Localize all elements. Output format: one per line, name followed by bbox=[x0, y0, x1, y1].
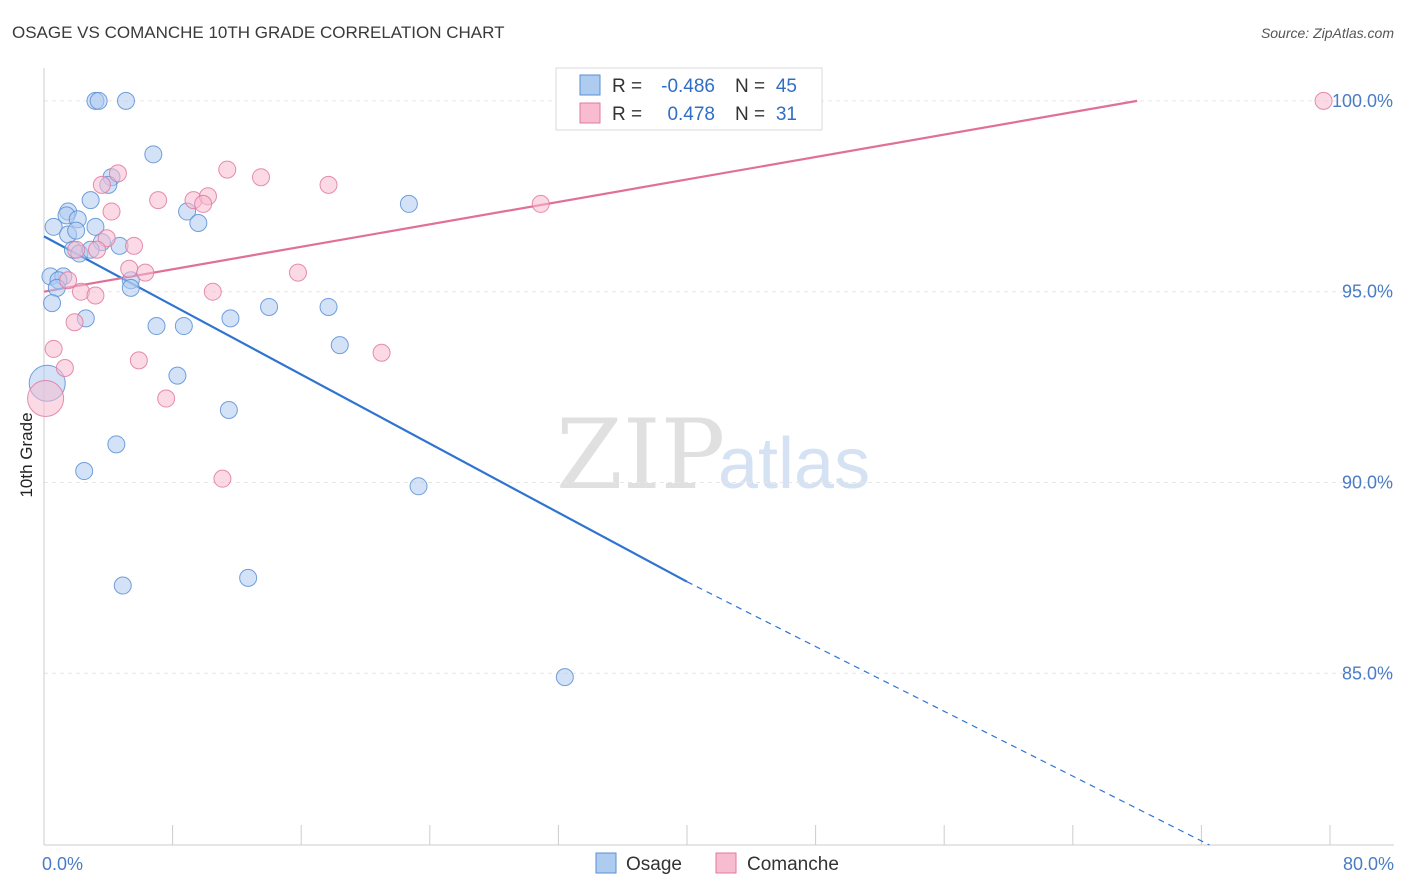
series-legend-swatch-osage bbox=[595, 852, 617, 874]
x-tick-label-0: 0.0% bbox=[42, 854, 83, 874]
zipatlas-watermark: ZIP atlas bbox=[556, 399, 870, 511]
point-comanche-2 bbox=[218, 160, 237, 179]
point-comanche-22 bbox=[203, 282, 222, 301]
x-tick-label-1: 80.0% bbox=[1343, 854, 1394, 874]
point-comanche-15 bbox=[88, 240, 107, 259]
legend-r-label-osage: R = bbox=[612, 76, 642, 97]
legend-r-label-comanche: R = bbox=[612, 104, 642, 125]
tick-labels: 100.0% 95.0% 90.0% 85.0% 0.0% 80.0% bbox=[42, 91, 1394, 874]
point-osage-11 bbox=[44, 217, 63, 236]
trend-lines bbox=[43, 99, 1210, 846]
legend-n-value-comanche: 31 bbox=[776, 104, 797, 125]
point-comanche-3 bbox=[108, 164, 127, 183]
chart-title: OSAGE VS COMANCHE 10TH GRADE CORRELATION… bbox=[12, 23, 504, 42]
point-osage-3 bbox=[144, 145, 163, 164]
y-tick-label-0: 100.0% bbox=[1332, 91, 1393, 111]
point-osage-39 bbox=[107, 435, 126, 454]
correlation-legend: R = -0.486 N = 45 R = 0.478 N = 31 bbox=[555, 67, 823, 131]
point-comanche-7 bbox=[149, 191, 168, 210]
y-axis-label: 10th Grade bbox=[17, 412, 36, 497]
point-comanche-20 bbox=[59, 271, 78, 290]
point-osage-41 bbox=[409, 477, 428, 496]
point-osage-15 bbox=[67, 221, 86, 240]
chart-source: Source: ZipAtlas.com bbox=[1261, 25, 1394, 41]
legend-n-label-comanche: N = bbox=[735, 104, 765, 125]
legend-swatch-osage bbox=[579, 74, 601, 96]
point-comanche-23 bbox=[86, 286, 105, 305]
point-osage-33 bbox=[147, 317, 166, 336]
watermark-zip: ZIP bbox=[556, 399, 725, 511]
series-legend-label-comanche: Comanche bbox=[747, 854, 839, 875]
point-comanche-31 bbox=[213, 469, 232, 488]
point-comanche-18 bbox=[136, 263, 155, 282]
legend-n-label-osage: N = bbox=[735, 76, 765, 97]
point-comanche-14 bbox=[125, 236, 144, 255]
point-osage-1 bbox=[89, 91, 108, 110]
series-legend: Osage Comanche bbox=[595, 852, 839, 875]
point-comanche-12 bbox=[102, 202, 121, 221]
point-comanche-17 bbox=[120, 259, 139, 278]
watermark-atlas: atlas bbox=[718, 424, 870, 504]
point-osage-43 bbox=[113, 576, 132, 595]
point-osage-30 bbox=[319, 297, 338, 316]
legend-r-value-comanche: 0.478 bbox=[667, 104, 715, 125]
point-osage-32 bbox=[221, 309, 240, 328]
point-osage-34 bbox=[174, 317, 193, 336]
point-comanche-26 bbox=[372, 343, 391, 362]
point-comanche-27 bbox=[129, 351, 148, 370]
point-comanche-28 bbox=[55, 359, 74, 378]
point-comanche-11 bbox=[531, 194, 550, 213]
data-points bbox=[27, 91, 1333, 687]
point-comanche-29 bbox=[157, 389, 176, 408]
grid-lines bbox=[44, 100, 1394, 674]
trend-line-extension-osage bbox=[686, 581, 1210, 846]
point-osage-2 bbox=[116, 91, 135, 110]
axes bbox=[43, 68, 1394, 846]
point-osage-40 bbox=[75, 462, 94, 481]
point-osage-44 bbox=[555, 668, 574, 687]
point-osage-13 bbox=[86, 217, 105, 236]
point-osage-6 bbox=[81, 191, 100, 210]
y-tick-label-2: 90.0% bbox=[1342, 472, 1393, 492]
point-comanche-19 bbox=[288, 263, 307, 282]
point-comanche-6 bbox=[319, 175, 338, 194]
legend-r-value-osage: -0.486 bbox=[661, 76, 715, 97]
point-osage-28 bbox=[43, 294, 62, 313]
trend-line-osage bbox=[43, 235, 688, 583]
legend-swatch-comanche bbox=[579, 102, 601, 124]
point-comanche-1 bbox=[1314, 91, 1333, 110]
point-comanche-30 bbox=[27, 380, 65, 418]
point-osage-16 bbox=[189, 214, 208, 233]
point-comanche-16 bbox=[67, 240, 86, 259]
point-osage-36 bbox=[168, 366, 187, 385]
trend-line-comanche bbox=[43, 99, 1138, 293]
point-comanche-5 bbox=[92, 175, 111, 194]
point-comanche-24 bbox=[65, 313, 84, 332]
series-legend-swatch-comanche bbox=[715, 852, 737, 874]
point-osage-35 bbox=[330, 336, 349, 355]
point-osage-10 bbox=[399, 194, 418, 213]
point-osage-42 bbox=[239, 568, 258, 587]
point-osage-38 bbox=[219, 400, 238, 419]
point-osage-29 bbox=[260, 297, 279, 316]
y-tick-label-3: 85.0% bbox=[1342, 663, 1393, 683]
series-legend-label-osage: Osage bbox=[626, 854, 682, 875]
y-tick-label-1: 95.0% bbox=[1342, 282, 1393, 302]
point-osage-27 bbox=[121, 278, 140, 297]
point-comanche-10 bbox=[194, 194, 213, 213]
legend-n-value-osage: 45 bbox=[776, 76, 797, 97]
point-comanche-4 bbox=[252, 168, 271, 187]
point-comanche-25 bbox=[44, 339, 63, 358]
